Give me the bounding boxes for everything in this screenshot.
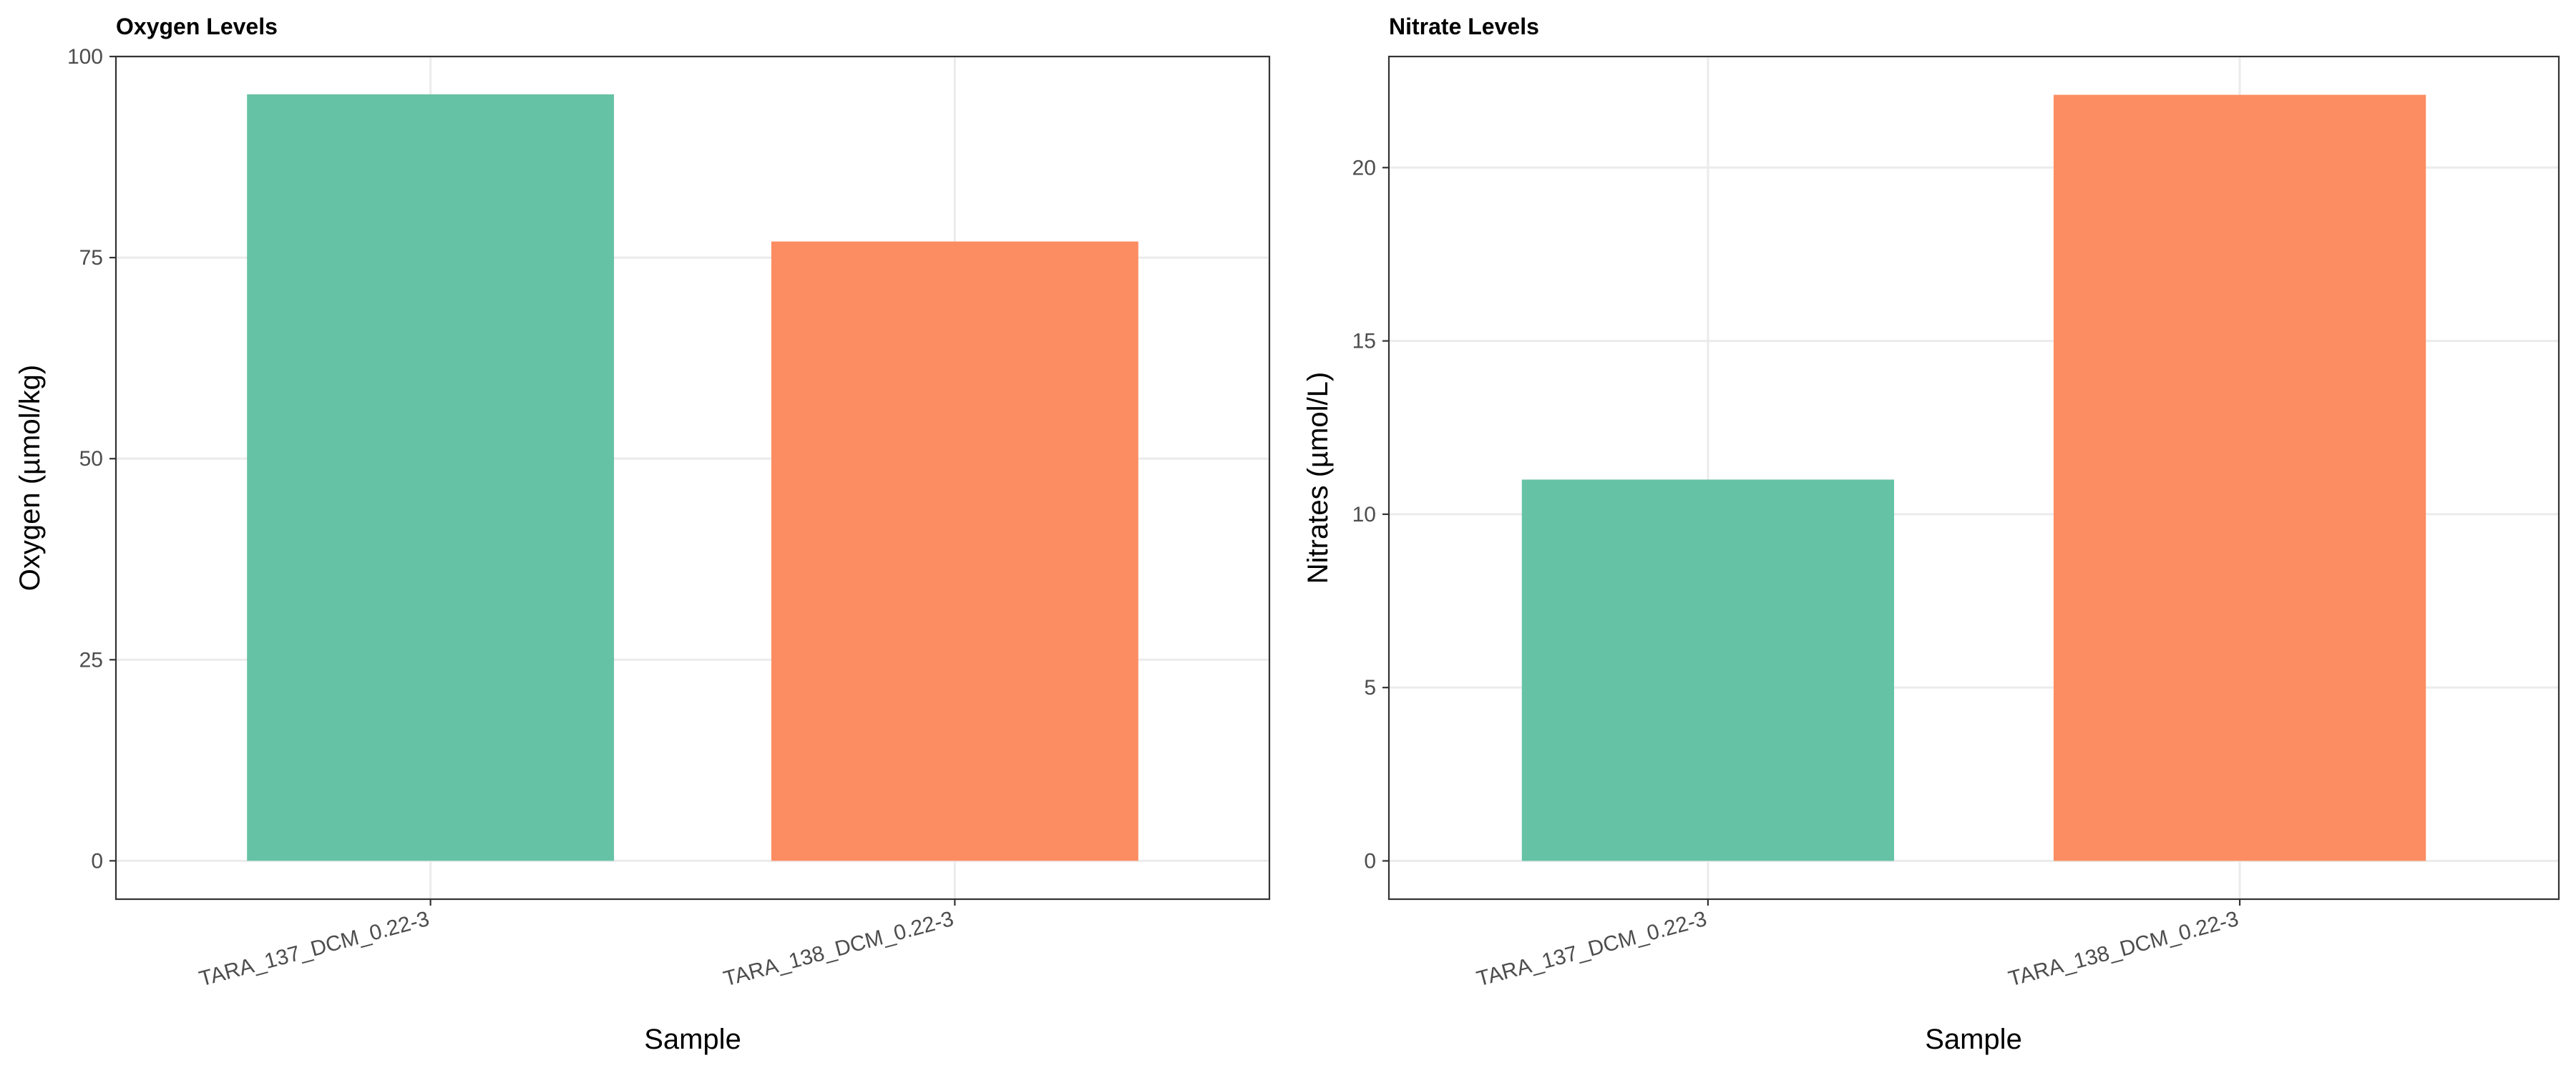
chart-title: Nitrate Levels xyxy=(1389,14,1539,39)
x-tick-label: TARA_137_DCM_0.22-3 xyxy=(197,907,432,991)
y-tick-label: 15 xyxy=(1352,330,1376,353)
x-tick-label: TARA_138_DCM_0.22-3 xyxy=(721,907,957,991)
y-axis-title: Oxygen (µmol/kg) xyxy=(14,365,46,591)
y-tick-label: 25 xyxy=(79,648,103,672)
y-axis-title: Nitrates (µmol/L) xyxy=(1302,372,1334,584)
y-tick-label: 5 xyxy=(1364,676,1376,700)
chart-title: Oxygen Levels xyxy=(116,14,278,39)
panel-2: 0 5 10 15 20 TARA_137_DCM_0.22-3 TARA_138_DCM_… xyxy=(1302,14,2560,1055)
y-tick-label: 10 xyxy=(1352,503,1376,526)
bar-1 xyxy=(1521,479,1895,861)
bar-2 xyxy=(2053,94,2426,861)
panel-border xyxy=(114,55,1271,901)
y-tick-label: 20 xyxy=(1352,156,1376,180)
y-tick-label: 50 xyxy=(79,447,103,471)
x-axis-title: Sample xyxy=(1925,1024,2022,1055)
x-tick-label: TARA_137_DCM_0.22-3 xyxy=(1474,907,1709,991)
y-tick-label: 0 xyxy=(91,849,103,873)
x-axis-title: Sample xyxy=(644,1024,741,1055)
x-tick-label: TARA_138_DCM_0.22-3 xyxy=(2006,907,2241,991)
y-tick-label: 0 xyxy=(1364,849,1376,873)
bar-1 xyxy=(247,94,615,861)
y-tick-label: 100 xyxy=(67,45,103,69)
panel-border xyxy=(1387,55,2560,901)
bar-2 xyxy=(771,241,1138,861)
panel-1: 0 25 50 75 100 TARA_137_DCM_0.22-3 TARA_138_DC… xyxy=(14,14,1271,1055)
y-tick-label: 75 xyxy=(79,246,103,270)
